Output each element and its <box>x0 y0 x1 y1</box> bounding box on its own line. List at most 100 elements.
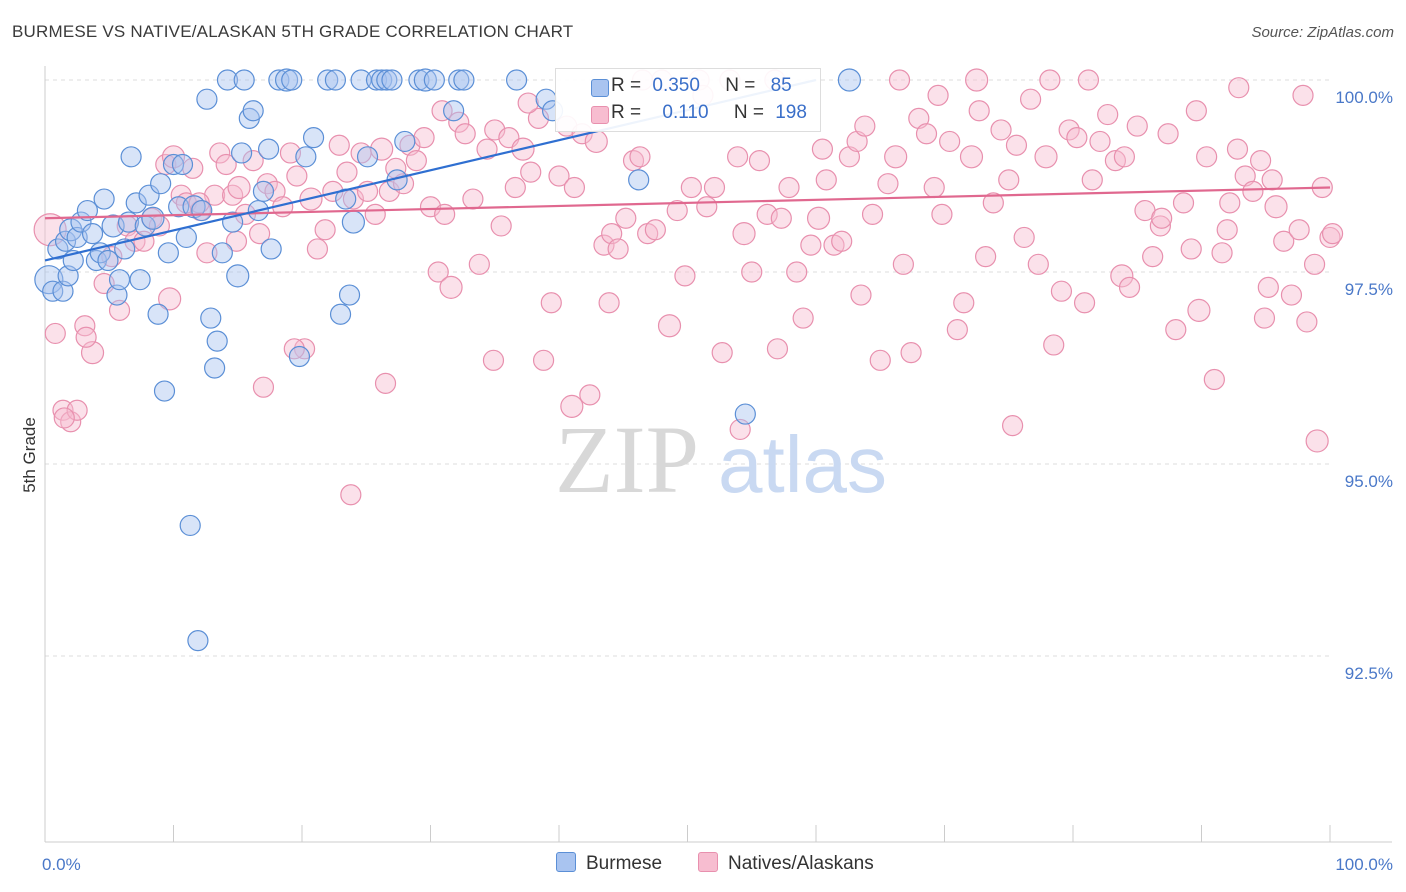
burmese-point <box>338 284 361 306</box>
burmese-point <box>162 153 185 176</box>
natives-point <box>1242 180 1264 202</box>
natives-point <box>517 92 539 114</box>
legend-row-burmese: R = 0.350 N = 85 <box>591 75 792 97</box>
natives-point <box>1280 284 1303 306</box>
natives-point <box>838 146 861 168</box>
natives-point <box>806 206 831 230</box>
burmese-point <box>204 357 226 379</box>
natives-point <box>850 284 872 306</box>
natives-point <box>703 176 726 199</box>
natives-point <box>476 138 498 160</box>
natives-point <box>908 107 930 130</box>
natives-point <box>892 253 914 275</box>
natives-point <box>1165 319 1187 341</box>
burmese-point <box>76 199 99 222</box>
natives-point <box>1110 264 1134 288</box>
natives-point <box>946 319 968 341</box>
legend-swatch-burmese <box>591 79 609 97</box>
burmese-point <box>453 69 475 91</box>
natives-point <box>1113 146 1136 168</box>
natives-point <box>877 173 899 195</box>
natives-point <box>657 314 682 338</box>
natives-point <box>696 196 718 218</box>
natives-point <box>593 234 615 256</box>
legend-row-natives: R = 0.110 N = 198 <box>591 102 807 124</box>
natives-point <box>448 111 470 133</box>
natives-point <box>1292 84 1314 106</box>
burmese-point <box>106 284 128 306</box>
natives-point <box>222 184 244 206</box>
natives-point <box>53 407 75 429</box>
natives-point <box>965 68 989 92</box>
natives-point <box>532 349 555 371</box>
burmese-point <box>505 69 528 91</box>
natives-point <box>462 188 484 210</box>
natives-point <box>209 142 231 164</box>
burmese-point <box>233 69 255 91</box>
burmese-point <box>231 142 253 164</box>
natives-point <box>1081 169 1103 191</box>
natives-point <box>33 213 67 247</box>
burmese-point <box>120 146 142 168</box>
natives-point <box>482 349 505 371</box>
series-legend-natives[interactable]: Natives/Alaskans <box>698 852 874 875</box>
y-axis-label: 5th Grade <box>20 417 39 493</box>
natives-point <box>766 338 789 360</box>
natives-point <box>1097 103 1119 126</box>
natives-point <box>1296 311 1318 333</box>
natives-point <box>1257 276 1279 298</box>
burmese-point <box>423 69 445 91</box>
burmese-point <box>187 630 209 652</box>
natives-point <box>364 203 386 225</box>
burmese-point <box>226 264 250 288</box>
y-tick-label: 92.5% <box>1345 664 1393 683</box>
natives-point <box>540 292 562 314</box>
legend-r-value: 0.110 <box>662 102 709 123</box>
natives-point <box>1234 165 1256 187</box>
legend-n-label: N = <box>725 75 756 96</box>
natives-point <box>336 161 358 183</box>
burmese-point <box>200 307 222 329</box>
natives-point <box>1089 130 1111 153</box>
natives-point <box>800 234 822 256</box>
natives-point <box>1172 192 1195 214</box>
series-legend-burmese[interactable]: Burmese <box>556 852 662 875</box>
natives-point <box>931 203 953 225</box>
watermark-atlas: atlas <box>718 420 887 509</box>
burmese-point <box>837 68 862 92</box>
natives-point <box>1058 119 1080 141</box>
natives-point <box>1288 219 1310 241</box>
natives-point <box>927 84 949 106</box>
burmese-point <box>288 345 311 368</box>
burmese-point <box>81 223 104 245</box>
natives-point <box>1157 123 1179 145</box>
natives-point <box>374 372 397 394</box>
burmese-point <box>408 69 430 91</box>
natives-point <box>44 322 66 345</box>
y-tick-label: 97.5% <box>1345 280 1393 299</box>
burmese-point <box>216 69 239 91</box>
chart-title: BURMESE VS NATIVE/ALASKAN 5TH GRADE CORR… <box>12 22 574 41</box>
natives-point <box>306 238 329 260</box>
natives-point <box>370 137 394 161</box>
burmese-point <box>413 68 437 92</box>
natives-point <box>434 203 456 225</box>
natives-point <box>340 484 362 506</box>
burmese-point <box>129 269 151 291</box>
burmese-point <box>157 242 179 264</box>
natives-point <box>1196 146 1218 168</box>
natives-point <box>560 394 584 418</box>
natives-point <box>248 223 271 245</box>
burmese-point <box>394 130 416 153</box>
burmese-point <box>171 153 194 176</box>
natives-point <box>427 261 449 283</box>
y-tick-label: 100.0% <box>1335 88 1393 107</box>
natives-point <box>968 100 990 122</box>
natives-point <box>188 192 210 214</box>
burmese-point <box>268 69 290 91</box>
natives-point <box>108 299 131 321</box>
natives-point <box>1034 145 1058 169</box>
natives-point <box>792 307 814 329</box>
natives-point <box>884 145 908 169</box>
correlation-legend: R = 0.350 N = 85 R = 0.110 N = 198 <box>555 68 821 132</box>
